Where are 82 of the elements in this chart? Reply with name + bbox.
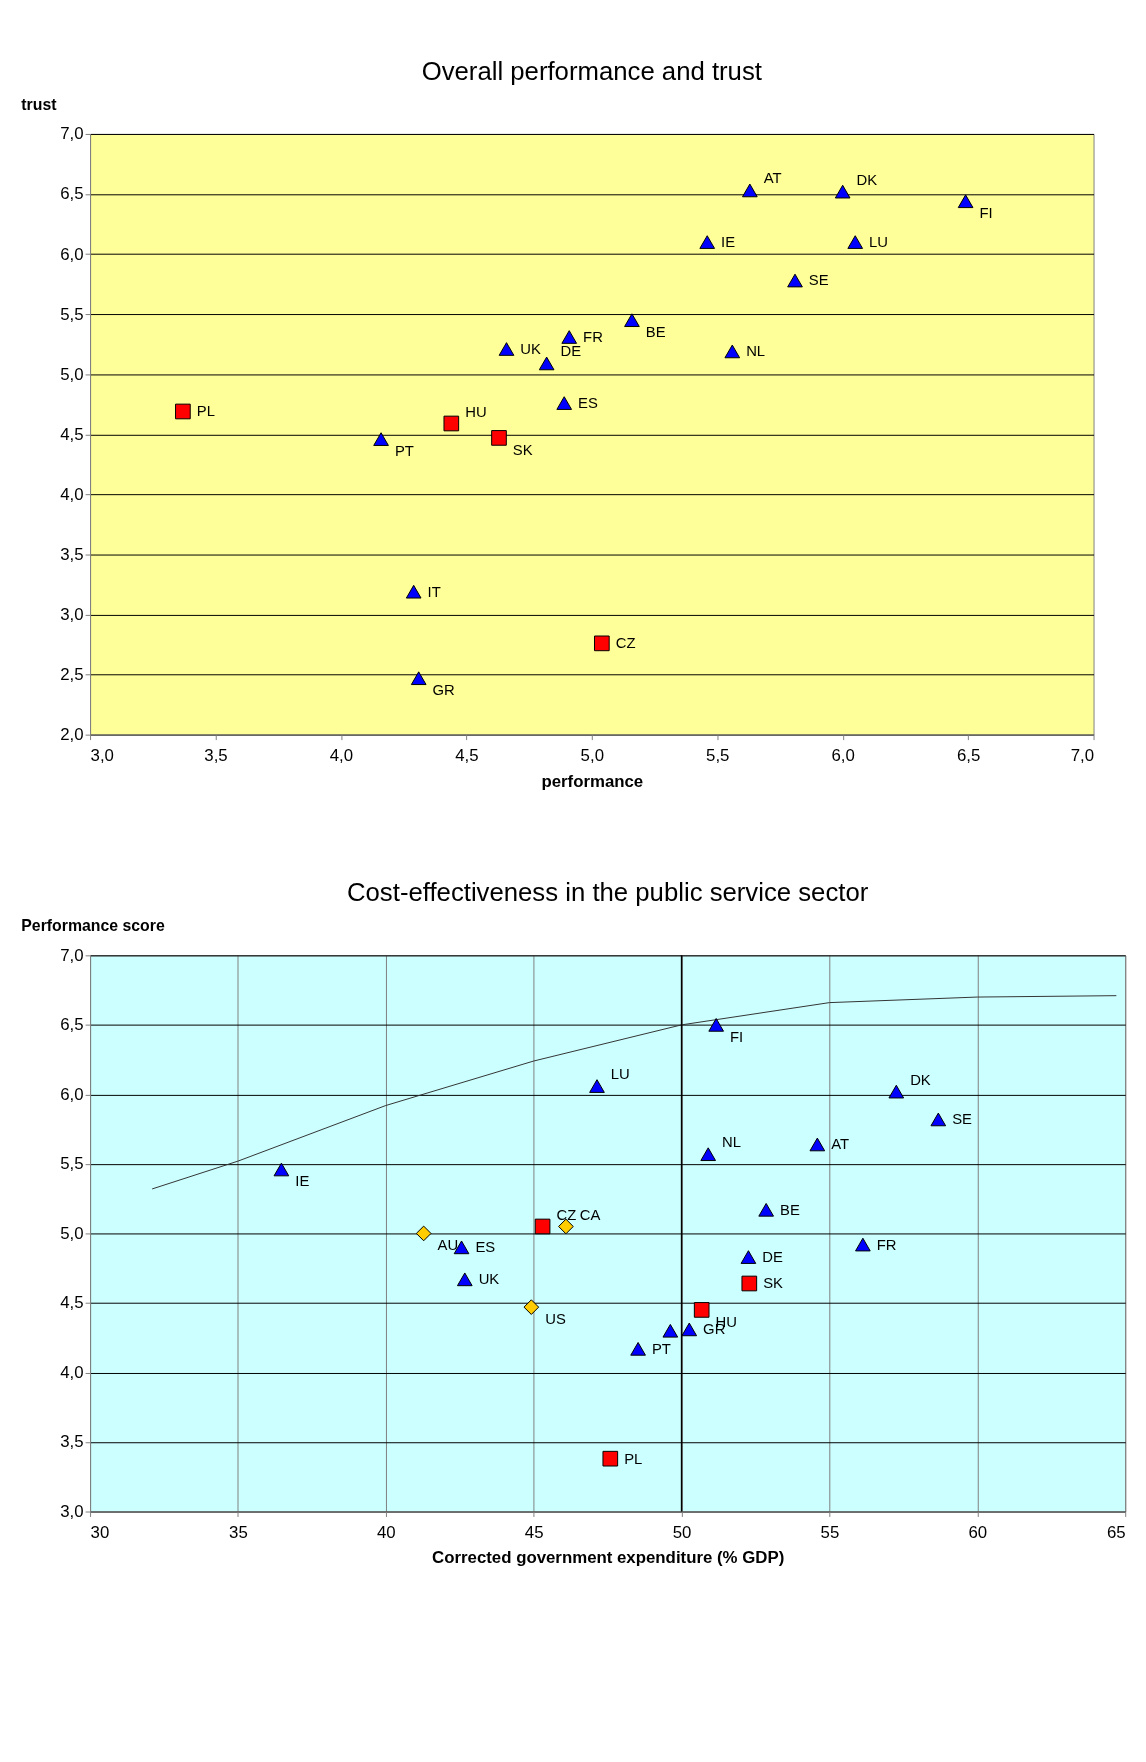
annotation: FI (979, 205, 993, 222)
annotation: US (545, 1310, 566, 1327)
y-tick-label: 5,5 (60, 304, 84, 324)
y-tick-label: 6,5 (60, 1015, 84, 1035)
annotation: AT (831, 1136, 850, 1153)
annotation: CA (579, 1206, 601, 1223)
annotation: PL (624, 1450, 643, 1467)
annotation: IT (427, 583, 441, 600)
x-axis-title: performance (541, 771, 644, 791)
annotation: CZ (615, 635, 636, 652)
annotation: HU (465, 403, 487, 420)
annotation: SE (808, 272, 829, 289)
x-tick-label: 45 (524, 1522, 544, 1542)
x-tick-label: 7,0 (1070, 745, 1095, 765)
y-tick-label: 6,5 (60, 184, 84, 204)
y-tick-label: 3,5 (60, 544, 84, 564)
annotation: FR (583, 328, 604, 345)
y-axis-title: Performance score (21, 917, 165, 935)
y-tick-label: 3,5 (60, 1432, 84, 1452)
annotation: ES (578, 395, 598, 412)
annotation: DE (560, 343, 582, 360)
y-tick-label: 2,5 (60, 665, 84, 685)
x-tick-label: 50 (672, 1522, 692, 1542)
y-tick-label: 7,0 (60, 945, 84, 965)
x-tick-label: 5,0 (580, 745, 604, 765)
annotation: BE (780, 1201, 800, 1218)
x-tick-label: 35 (229, 1522, 248, 1542)
y-tick-label: 5,0 (60, 1223, 84, 1243)
x-tick-label: 4,0 (329, 745, 354, 765)
annotation: AU (437, 1237, 459, 1254)
x-tick-label: 3,0 (90, 745, 114, 765)
x-axis-title: Corrected government expenditure (% GDP) (432, 1548, 785, 1568)
annotation: AT (763, 170, 782, 187)
x-tick-label: 60 (968, 1522, 988, 1542)
line-series (151, 995, 1117, 1190)
annotation: LU (869, 234, 889, 251)
annotation: DE (762, 1249, 783, 1266)
annotation: PL (196, 403, 215, 420)
annotation: UK (478, 1271, 500, 1288)
y-tick-label: 3,0 (60, 604, 84, 624)
x-tick-label: 30 (90, 1522, 110, 1542)
annotation: PT (651, 1340, 671, 1357)
annotation: FR (876, 1236, 897, 1253)
annotation: IE (721, 234, 736, 251)
chart-title: Overall performance and trust (421, 56, 762, 85)
annotation: NL (746, 343, 766, 360)
y-tick-label: 4,0 (60, 1362, 84, 1382)
annotation: SE (952, 1111, 973, 1128)
y-tick-label: 5,5 (60, 1154, 84, 1174)
y-tick-label: 7,0 (60, 124, 84, 144)
x-tick-label: 65 (1107, 1522, 1126, 1542)
y-tick-label: 4,5 (60, 424, 84, 444)
annotation: BE (645, 323, 666, 340)
annotation: NL (722, 1134, 742, 1151)
annotation: ES (475, 1239, 496, 1256)
annotation: FI (730, 1028, 744, 1045)
annotation: GR (432, 682, 456, 699)
annotation: SK (512, 441, 533, 458)
annotation: CZ (556, 1206, 577, 1223)
x-tick-label: 6,0 (831, 745, 855, 765)
annotation: DK (856, 171, 878, 188)
y-tick-label: 4,0 (60, 484, 84, 504)
y-tick-label: 6,0 (60, 1084, 84, 1104)
x-tick-label: 40 (376, 1522, 396, 1542)
y-tick-label: 4,5 (60, 1293, 84, 1313)
x-tick-label: 6,5 (956, 745, 981, 765)
annotation: LU (610, 1066, 630, 1083)
x-tick-label: 4,5 (455, 745, 479, 765)
x-tick-label: 5,5 (706, 745, 730, 765)
annotation: IE (295, 1173, 310, 1190)
annotation: UK (520, 340, 542, 357)
y-tick-label: 5,0 (60, 364, 84, 384)
y-axis-title: trust (21, 95, 58, 113)
chart-title: Cost-effectiveness in the public service sector (346, 877, 869, 906)
x-tick-label: 55 (820, 1522, 840, 1542)
x-tick-label: 3,5 (204, 745, 228, 765)
y-tick-label: 6,0 (60, 244, 84, 264)
y-tick-label: 3,0 (60, 1501, 84, 1521)
y-tick-label: 2,0 (60, 725, 84, 745)
annotation: DK (910, 1071, 931, 1088)
annotation: PT (394, 442, 414, 459)
annotation: SK (763, 1275, 784, 1292)
